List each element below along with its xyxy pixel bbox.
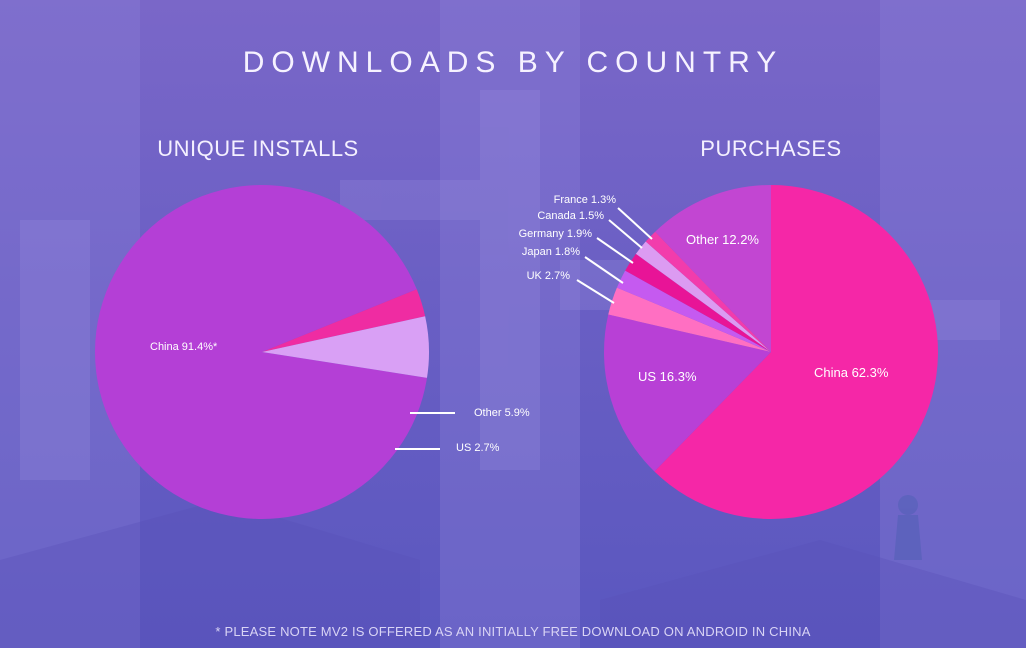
pie-slice [616,270,771,352]
pie-slice [655,185,771,352]
figure-silhouette-icon [894,495,922,560]
chart-title-unique-installs: UNIQUE INSTALLS [157,136,359,161]
slice-label: Canada 1.5% [537,210,604,222]
pie-purchases [603,185,938,520]
chart-title-purchases: PURCHASES [700,136,842,161]
footnote: * PLEASE NOTE MV2 IS OFFERED AS AN INITI… [215,624,811,639]
pie-unique-installs [95,185,429,520]
leader-line [576,279,615,304]
pie-slice [625,253,771,352]
pie-slice [262,316,429,378]
pie-slice [95,185,427,520]
slice-label: US 2.7% [456,442,500,454]
leader-line [608,219,643,249]
pie-slice [603,314,771,472]
slice-label: Other 12.2% [686,232,759,247]
leader-line [584,256,624,284]
slice-label: Germany 1.9% [519,228,593,240]
pie-slice [635,241,771,352]
slice-label: China 91.4%* [150,341,218,353]
slice-label: France 1.3% [554,194,617,206]
slice-label: Japan 1.8% [522,246,580,258]
slice-label: US 16.3% [638,369,697,384]
page-title: DOWNLOADS BY COUNTRY [242,46,784,79]
slice-label: China 62.3% [814,365,889,380]
slice-label: UK 2.7% [527,270,571,282]
slice-label: Other 5.9% [474,407,530,419]
pie-slice [262,289,426,352]
leader-line [596,237,634,264]
leader-line [617,207,653,240]
pie-slice [608,287,771,352]
pie-slice [645,231,771,352]
pie-slice [654,185,938,520]
